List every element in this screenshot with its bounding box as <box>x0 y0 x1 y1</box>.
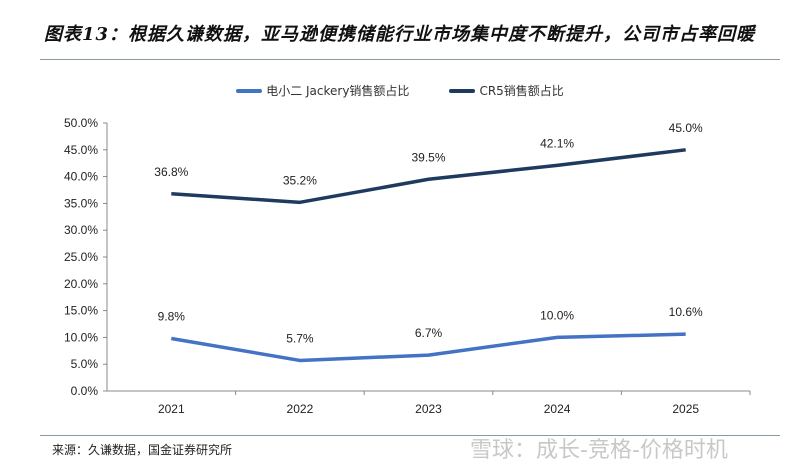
legend-swatch-jackery <box>236 88 263 93</box>
series-line-cr5 <box>171 148 686 205</box>
legend-swatch-cr5 <box>449 88 476 93</box>
legend-label-jackery: 电小二 Jackery销售额占比 <box>266 84 410 98</box>
y-tick-label: 25.0% <box>64 250 98 264</box>
series-line-jackery <box>171 332 686 363</box>
x-tick-label: 2025 <box>672 402 699 416</box>
y-tick-label: 40.0% <box>64 170 98 184</box>
x-tick-label: 2021 <box>158 402 185 416</box>
y-tick-label: 10.0% <box>64 330 98 344</box>
data-label: 45.0% <box>669 121 703 135</box>
y-tick-label: 5.0% <box>71 357 99 371</box>
data-label: 9.8% <box>158 309 186 323</box>
y-tick-label: 50.0% <box>64 116 98 130</box>
source-note: 来源：久谦数据，国金证券研究所 <box>52 443 233 457</box>
legend: 电小二 Jackery销售额占比 CR5销售额占比 <box>0 82 800 99</box>
legend-item-jackery: 电小二 Jackery销售额占比 <box>236 82 409 99</box>
y-tick-label: 0.0% <box>71 384 99 398</box>
y-tick-label: 30.0% <box>64 223 98 237</box>
bottom-divider <box>40 435 780 436</box>
legend-item-cr5: CR5销售额占比 <box>449 82 564 99</box>
legend-label-cr5: CR5销售额占比 <box>479 84 564 98</box>
y-tick-label: 15.0% <box>64 304 98 318</box>
data-label: 5.7% <box>286 331 314 345</box>
x-tick-label: 2023 <box>415 402 442 416</box>
y-tick-label: 35.0% <box>64 196 98 210</box>
y-tick-label: 20.0% <box>64 277 98 291</box>
data-label: 39.5% <box>411 150 445 164</box>
data-label: 6.7% <box>415 326 443 340</box>
x-tick-label: 2022 <box>287 402 314 416</box>
x-tick-label: 2024 <box>544 402 571 416</box>
data-label: 42.1% <box>540 136 574 150</box>
chart-title: 图表13：根据久谦数据，亚马逊便携储能行业市场集中度不断提升，公司市占率回暖 <box>44 24 756 45</box>
data-label: 10.6% <box>669 305 703 319</box>
data-label: 10.0% <box>540 308 574 322</box>
data-label: 35.2% <box>283 173 317 187</box>
watermark: 雪球：成长-竞格-价格时机 <box>470 438 728 463</box>
data-label: 36.8% <box>154 165 188 179</box>
y-tick-label: 45.0% <box>64 143 98 157</box>
top-divider <box>40 59 780 60</box>
